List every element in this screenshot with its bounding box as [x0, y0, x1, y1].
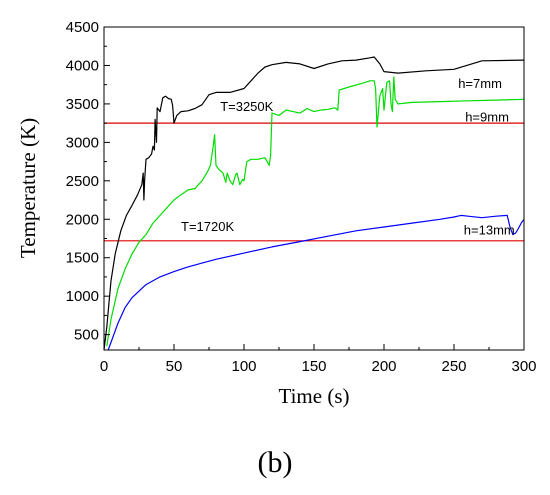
reference-line-label: T=1720K — [181, 219, 234, 234]
y-tick-label: 500 — [74, 327, 99, 344]
x-tick-label: 200 — [371, 358, 396, 375]
y-tick-label: 2000 — [66, 211, 99, 228]
series-line-h-9mm — [106, 76, 525, 347]
series-line-h-7mm — [103, 56, 525, 351]
plot-area: h=7mm h=9mm h=13mm T=3250K T=1720K — [103, 56, 525, 351]
x-tick-label: 50 — [166, 358, 183, 375]
x-tick-label: 300 — [511, 358, 536, 375]
y-tick-label: 2500 — [66, 173, 99, 190]
series-label: h=13mm — [464, 223, 515, 238]
series-label: h=9mm — [465, 110, 509, 125]
series-line-h-13mm — [107, 214, 525, 351]
x-tick-label: 0 — [100, 358, 108, 375]
axis-ticks: 0 50 100 150 200 250 300 500 1000 1500 2000 2500 300… — [66, 19, 537, 375]
y-tick-label: 3500 — [66, 96, 99, 113]
x-tick-label: 150 — [301, 358, 326, 375]
reference-line-label: T=3250K — [220, 99, 273, 114]
x-tick-label: 250 — [441, 358, 466, 375]
y-tick-label: 4500 — [66, 19, 99, 36]
x-tick-label: 100 — [231, 358, 256, 375]
panel-label: (b) — [258, 446, 293, 479]
y-tick-label: 4000 — [66, 57, 99, 74]
x-axis-title: Time (s) — [279, 384, 350, 408]
series-label: h=7mm — [458, 76, 502, 91]
y-tick-label: 1500 — [66, 250, 99, 267]
y-tick-label: 3000 — [66, 134, 99, 151]
y-tick-label: 1000 — [66, 288, 99, 305]
y-axis-title: Temperature (K) — [16, 118, 40, 258]
